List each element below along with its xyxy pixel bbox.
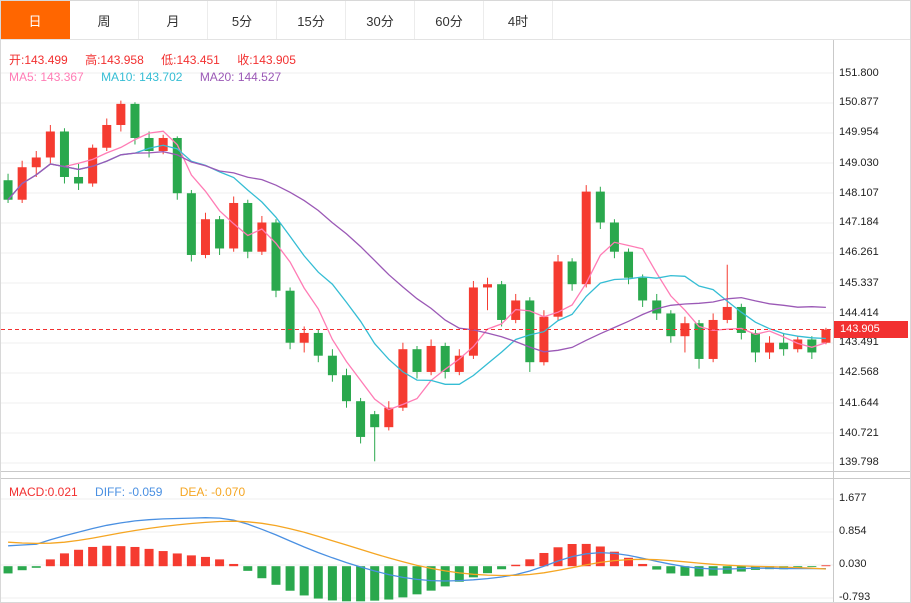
current-price-tag: 143.905: [834, 321, 908, 338]
tab-day[interactable]: 日: [1, 1, 70, 39]
macd-axis-label: -0.793: [839, 591, 871, 603]
macd-panel[interactable]: MACD:0.021 DIFF: -0.059 DEA: -0.070: [1, 479, 833, 603]
price-axis-label: 150.877: [839, 96, 879, 109]
tab-week[interactable]: 周: [70, 1, 139, 39]
diff-value: DIFF: -0.059: [95, 485, 163, 499]
price-axis: 151.800 150.877 149.954 149.030 148.107 147.1…: [839, 39, 910, 471]
price-axis-label: 148.107: [839, 186, 879, 199]
high-value: 高:143.958: [85, 53, 144, 67]
macd-legend: MACD:0.021 DIFF: -0.059 DEA: -0.070: [9, 485, 259, 499]
price-axis-label: 144.414: [839, 306, 879, 319]
macd-value: MACD:0.021: [9, 485, 78, 499]
macd-axis-label: 0.030: [839, 558, 867, 571]
price-axis-label: 147.184: [839, 216, 879, 229]
tab-30min[interactable]: 30分: [346, 1, 415, 39]
candlestick-chart-panel[interactable]: 开:143.499 高:143.958 低:143.451 收:143.905 …: [1, 39, 833, 471]
low-value: 低:143.451: [161, 53, 220, 67]
macd-axis-label: 1.677: [839, 492, 867, 505]
tab-month[interactable]: 月: [139, 1, 208, 39]
macd-axis-label: 0.854: [839, 525, 867, 538]
price-axis-label: 143.491: [839, 336, 879, 349]
tab-5min[interactable]: 5分: [208, 1, 277, 39]
price-axis-label: 139.798: [839, 456, 879, 469]
macd-chart-svg[interactable]: [1, 479, 833, 603]
close-value: 收:143.905: [237, 53, 296, 67]
price-axis-label: 149.030: [839, 156, 879, 169]
price-axis-label: 141.644: [839, 396, 879, 409]
panel-divider-top: [1, 471, 910, 472]
price-axis-label: 149.954: [839, 126, 879, 139]
price-axis-label: 151.800: [839, 66, 879, 79]
panel-divider-bottom: [1, 478, 910, 479]
macd-axis: 1.677 0.854 0.030 -0.793: [839, 479, 910, 603]
ma-legend: MA5: 143.367 MA10: 143.702 MA20: 144.527: [9, 70, 295, 84]
price-axis-label: 146.261: [839, 246, 879, 259]
ohlc-legend: 开:143.499 高:143.958 低:143.451 收:143.905: [9, 51, 310, 68]
ma10-value: MA10: 143.702: [101, 70, 183, 84]
price-axis-label: 145.337: [839, 276, 879, 289]
ma20-value: MA20: 144.527: [199, 70, 282, 84]
dea-value: DEA: -0.070: [179, 485, 246, 499]
price-axis-label: 142.568: [839, 366, 879, 379]
axis-divider: [833, 39, 834, 602]
ma5-value: MA5: 143.367: [9, 70, 84, 84]
tab-4hour[interactable]: 4时: [484, 1, 553, 39]
tab-15min[interactable]: 15分: [277, 1, 346, 39]
open-value: 开:143.499: [9, 53, 68, 67]
tab-60min[interactable]: 60分: [415, 1, 484, 39]
price-axis-label: 140.721: [839, 426, 879, 439]
timeframe-tabbar: 日周月 5分 15分 30分 60分 4时: [1, 1, 910, 40]
candlestick-chart-svg[interactable]: [1, 39, 833, 471]
